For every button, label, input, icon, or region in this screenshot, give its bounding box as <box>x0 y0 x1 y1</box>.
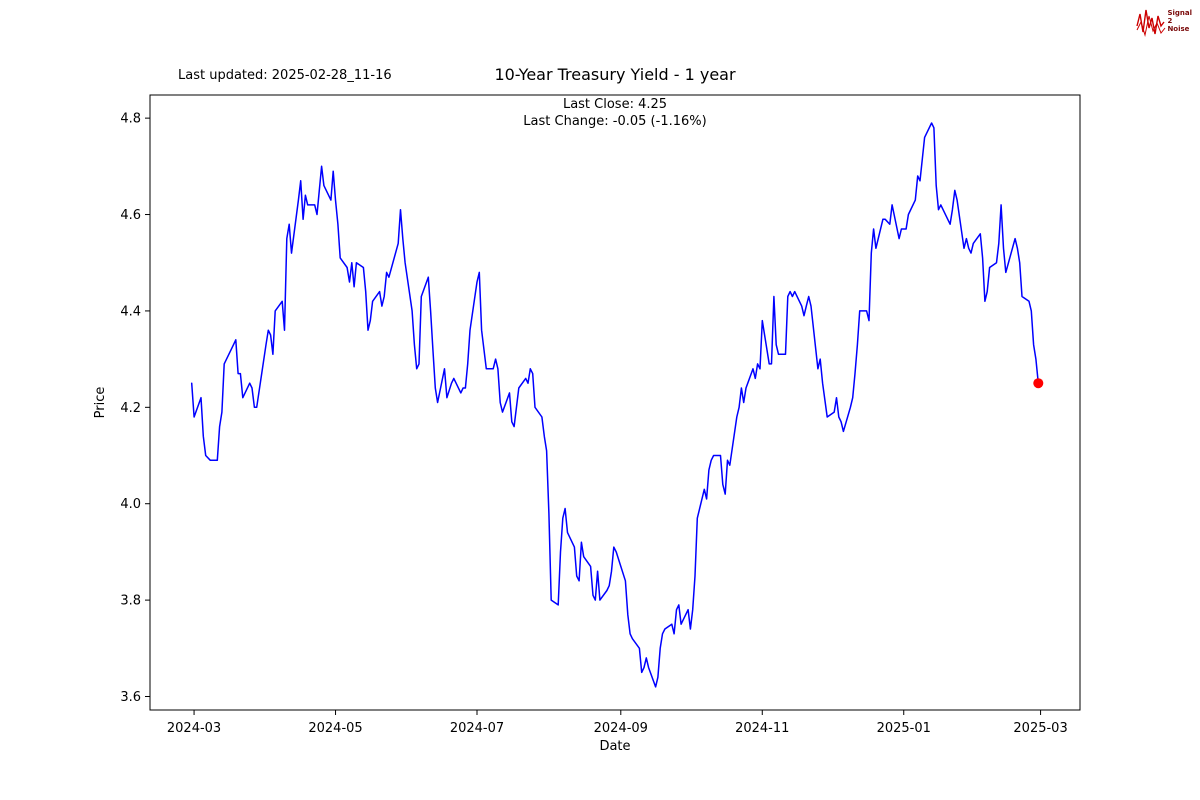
chart-title: 10-Year Treasury Yield - 1 year <box>494 65 736 84</box>
svg-text:Price: Price <box>93 387 108 419</box>
logo-word-noise: Noise <box>1167 25 1190 33</box>
waveform-icon <box>1136 9 1166 37</box>
svg-text:2024-05: 2024-05 <box>308 721 362 736</box>
svg-text:4.2: 4.2 <box>120 401 141 416</box>
svg-text:4.8: 4.8 <box>120 112 141 127</box>
logo-text: Signal 2 Noise <box>1167 9 1192 33</box>
svg-text:4.0: 4.0 <box>120 497 141 512</box>
svg-text:4.6: 4.6 <box>120 208 141 223</box>
signal2noise-logo: Signal 2 Noise <box>1136 4 1192 38</box>
last-updated-label: Last updated: 2025-02-28_11-16 <box>178 68 392 83</box>
svg-text:2024-07: 2024-07 <box>450 721 504 736</box>
chart-subtitle: Last Close: 4.25 Last Change: -0.05 (-1.… <box>150 96 1080 130</box>
svg-text:2024-09: 2024-09 <box>594 721 648 736</box>
logo-word-2: 2 <box>1167 17 1173 25</box>
svg-text:2025-03: 2025-03 <box>1013 721 1067 736</box>
last-change-text: Last Change: -0.05 (-1.16%) <box>523 114 707 129</box>
svg-text:Date: Date <box>599 739 630 754</box>
logo-word-signal: Signal <box>1167 9 1192 17</box>
svg-text:4.4: 4.4 <box>120 304 141 319</box>
svg-text:3.8: 3.8 <box>120 594 141 609</box>
svg-text:2025-01: 2025-01 <box>877 721 931 736</box>
last-close-text: Last Close: 4.25 <box>562 97 668 112</box>
svg-text:2024-03: 2024-03 <box>167 721 221 736</box>
svg-text:3.6: 3.6 <box>120 690 141 705</box>
svg-text:2024-11: 2024-11 <box>735 721 789 736</box>
